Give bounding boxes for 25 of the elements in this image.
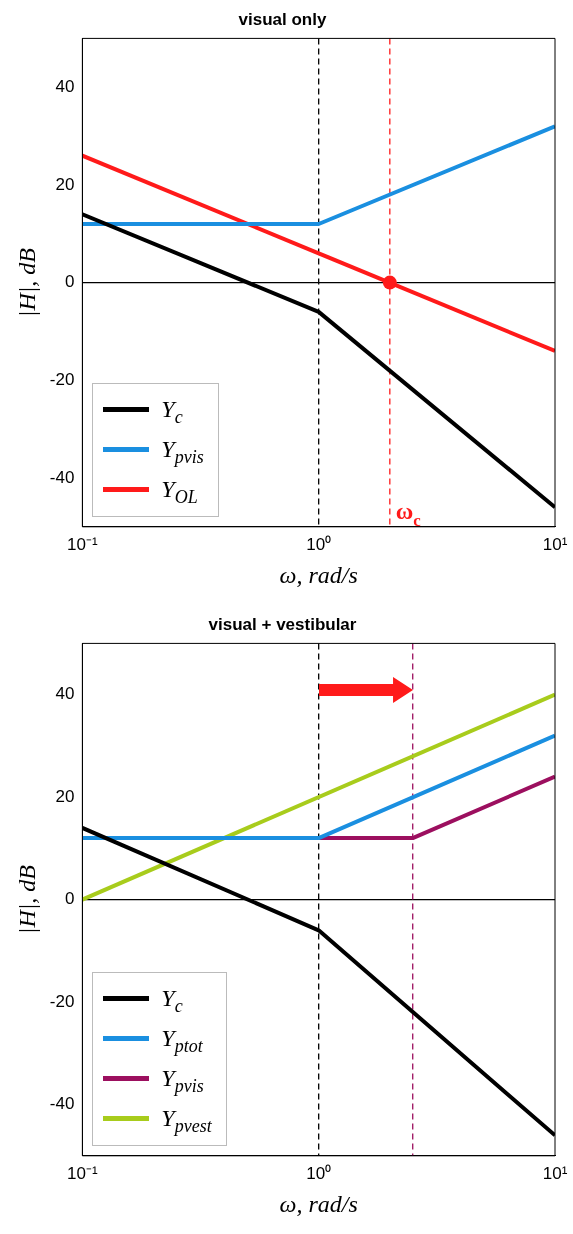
y-tick-label: -40 [49,1094,75,1114]
y-tick-label: 20 [55,174,75,194]
x-tick-label: 10¹ [542,534,568,554]
x-axis-title: ω, rad/s [279,1190,358,1217]
y-tick-label: 0 [64,272,75,292]
y-tick-label: -40 [49,467,75,487]
y-axis-title: |H|, dB [13,864,40,935]
x-tick-label: 10¹ [542,1163,568,1183]
legend-label: Y$_{c}$ [161,396,183,428]
y-tick-label: 40 [55,684,75,704]
x-tick-label: 10⁰ [306,534,332,554]
legend-label: Y$_{OL}$ [161,476,198,508]
y-axis-title: |H|, dB [13,247,40,318]
x-tick-label: 10⁻¹ [67,534,98,554]
y-tick-label: 20 [55,786,75,806]
chart-title: visual + vestibular [208,614,357,634]
y-tick-label: -20 [49,369,75,389]
y-tick-label: 40 [55,76,75,96]
y-tick-label: 0 [64,889,75,909]
chart-title: visual only [238,9,327,29]
x-axis-title: ω, rad/s [279,561,358,588]
legend-label: Y$_{c}$ [161,985,183,1017]
x-tick-label: 10⁰ [306,1163,332,1183]
x-tick-label: 10⁻¹ [67,1163,98,1183]
y-tick-label: -20 [49,991,75,1011]
